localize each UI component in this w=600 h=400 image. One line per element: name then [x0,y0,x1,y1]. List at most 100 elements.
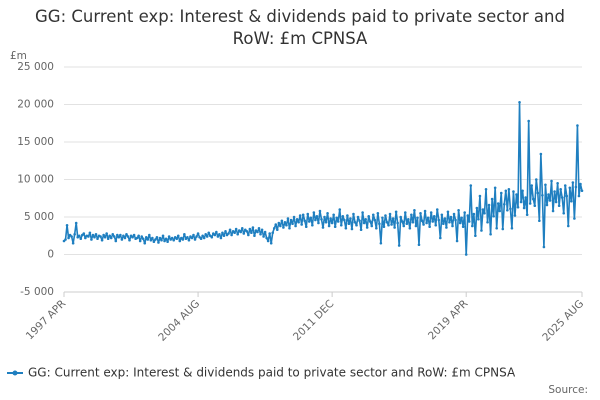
point [248,227,252,231]
point [531,197,535,201]
point [266,239,270,243]
point [538,219,541,223]
point [399,215,403,219]
point [452,212,456,216]
point [109,236,113,240]
point [416,216,419,220]
point [132,233,136,237]
point [210,235,214,239]
point [355,223,358,227]
point [224,229,227,233]
point [218,232,221,236]
point [446,210,450,214]
point [367,214,371,218]
point [170,236,174,240]
point [379,241,383,245]
point [565,194,569,198]
point [327,224,331,228]
point [96,237,99,241]
point [301,213,305,217]
point [100,238,104,242]
point [335,216,339,220]
point [187,238,191,242]
point [486,220,489,224]
point [364,217,367,221]
point [119,233,122,237]
point [126,235,130,238]
point [394,210,398,214]
point [245,229,249,233]
y-tick-label: 10 000 [17,174,54,186]
point [222,234,226,238]
point [492,214,495,218]
point [277,221,281,225]
point [300,223,303,226]
point [536,191,540,195]
point [516,205,520,209]
chart-title: GG: Current exp: Interest & dividends pa… [35,7,565,48]
point [353,220,357,224]
point [464,253,468,256]
x-tick-label: 2004 AUG [156,298,202,344]
point [291,222,294,226]
point [358,219,361,223]
point [402,224,406,228]
point [495,226,498,230]
point [388,212,392,216]
point [548,199,552,202]
point [88,231,92,235]
point [256,230,259,234]
point [533,204,537,208]
point [297,220,300,224]
point [506,208,509,212]
point [320,217,323,221]
point [432,214,436,218]
point [378,222,381,226]
point [205,235,209,238]
point [577,194,581,198]
point [321,226,325,229]
point [362,221,366,225]
point [307,220,311,223]
point [259,232,262,236]
point [460,216,463,220]
point [562,211,566,215]
point [493,186,497,190]
point [463,211,466,214]
point [279,224,282,228]
point [521,189,524,193]
point [478,194,482,198]
point [309,216,313,220]
point [545,203,549,207]
point [74,221,78,225]
point [166,240,169,244]
point [457,208,460,212]
point [333,225,337,229]
point [527,119,530,123]
point [347,222,351,226]
point [461,225,465,229]
point [483,211,486,215]
point [368,220,372,223]
point [566,224,570,228]
point [338,208,342,211]
point [563,184,567,187]
point [471,224,474,228]
point [114,239,118,243]
legend-marker [12,370,18,376]
point [315,214,319,218]
point [568,186,572,190]
point [227,232,230,235]
point [286,217,290,220]
point [579,182,582,186]
point [419,211,422,215]
point [91,233,95,237]
point [116,233,119,237]
point [534,178,538,181]
point [373,218,377,222]
point [570,199,573,203]
point [571,181,575,184]
y-tick-label: 20 000 [17,99,54,111]
